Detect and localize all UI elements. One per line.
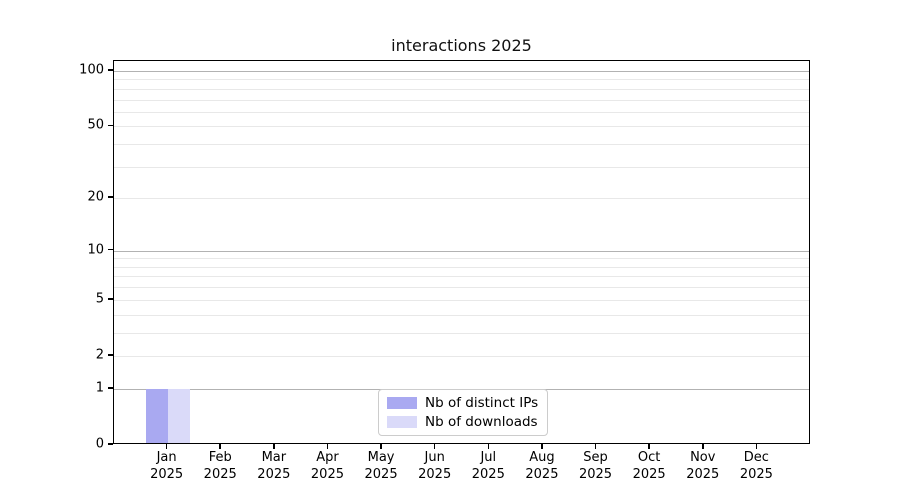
minor-gridline-60	[114, 111, 809, 113]
plot-area	[113, 60, 810, 444]
ytick-mark-5	[108, 297, 113, 300]
minor-gridline-8	[114, 266, 809, 268]
xtick-mark-nov	[701, 444, 704, 449]
xtick-label-sep-2025: Sep 2025	[578, 450, 613, 482]
xtick-label-dec-2025: Dec 2025	[739, 450, 773, 482]
minor-gridline-7	[114, 276, 809, 278]
minor-gridline-90	[114, 79, 809, 81]
minor-gridline-30	[114, 166, 809, 168]
minor-gridline-4	[114, 314, 809, 316]
ytick-label-20: 20	[87, 189, 104, 205]
legend-swatch-downloads	[387, 416, 417, 428]
ytick-mark-20	[108, 196, 113, 199]
ytick-label-0: 0	[95, 436, 104, 452]
xtick-label-aug-2025: Aug 2025	[525, 450, 559, 482]
minor-gridline-20	[114, 198, 809, 200]
minor-gridline-6	[114, 287, 809, 289]
minor-gridline-5	[114, 299, 809, 301]
xtick-label-apr-2025: Apr 2025	[310, 450, 344, 482]
ytick-mark-50	[108, 124, 113, 127]
ytick-label-50: 50	[87, 117, 104, 133]
xtick-mark-jul	[487, 444, 490, 449]
ytick-mark-2	[108, 354, 113, 356]
legend-row-distinct-ips: Nb of distinct IPs	[387, 395, 538, 411]
ytick-label-2: 2	[95, 347, 104, 363]
chart-title: interactions 2025	[391, 36, 532, 55]
xtick-label-jul-2025: Jul 2025	[471, 450, 505, 482]
legend: Nb of distinct IPs Nb of downloads	[378, 389, 549, 436]
xtick-mark-apr	[326, 444, 329, 449]
xtick-label-feb-2025: Feb 2025	[203, 450, 237, 482]
ytick-label-1: 1	[95, 380, 104, 396]
xtick-label-jun-2025: Jun 2025	[418, 450, 452, 482]
xtick-mark-sep	[594, 444, 597, 449]
xtick-mark-dec	[755, 444, 758, 449]
xtick-label-jan-2025: Jan 2025	[150, 450, 184, 482]
ytick-mark-10	[108, 248, 113, 251]
minor-gridline-9	[114, 258, 809, 260]
xtick-label-nov-2025: Nov 2025	[686, 450, 720, 482]
ytick-mark-0	[108, 443, 113, 445]
xtick-mark-jun	[433, 444, 436, 449]
legend-swatch-distinct-ips	[387, 397, 417, 409]
bar-nb-of-distinct-ips-jan	[145, 388, 168, 444]
minor-gridline-3	[114, 332, 809, 334]
legend-row-downloads: Nb of downloads	[387, 414, 538, 430]
minor-gridline-50	[114, 126, 809, 128]
xtick-mark-may	[380, 444, 382, 449]
legend-label-downloads: Nb of downloads	[425, 414, 538, 430]
xtick-mark-aug	[541, 444, 543, 449]
xtick-mark-mar	[273, 444, 275, 449]
minor-gridline-70	[114, 99, 809, 101]
ytick-label-100: 100	[79, 62, 104, 78]
xtick-mark-jan	[165, 444, 168, 449]
minor-gridline-40	[114, 144, 809, 146]
ytick-mark-100	[108, 69, 113, 71]
xtick-mark-oct	[648, 444, 650, 449]
xtick-mark-feb	[219, 444, 222, 449]
xtick-label-may-2025: May 2025	[364, 450, 398, 482]
major-gridline-10	[114, 250, 809, 252]
minor-gridline-80	[114, 88, 809, 90]
ytick-label-10: 10	[87, 242, 104, 258]
minor-gridline-2	[114, 355, 809, 357]
ytick-label-5: 5	[95, 291, 104, 307]
ytick-mark-1	[108, 387, 113, 389]
xtick-label-oct-2025: Oct 2025	[632, 450, 666, 482]
major-gridline-100	[114, 71, 809, 72]
bar-nb-of-downloads-jan	[167, 388, 190, 444]
legend-label-distinct-ips: Nb of distinct IPs	[425, 395, 539, 411]
xtick-label-mar-2025: Mar 2025	[257, 450, 291, 482]
